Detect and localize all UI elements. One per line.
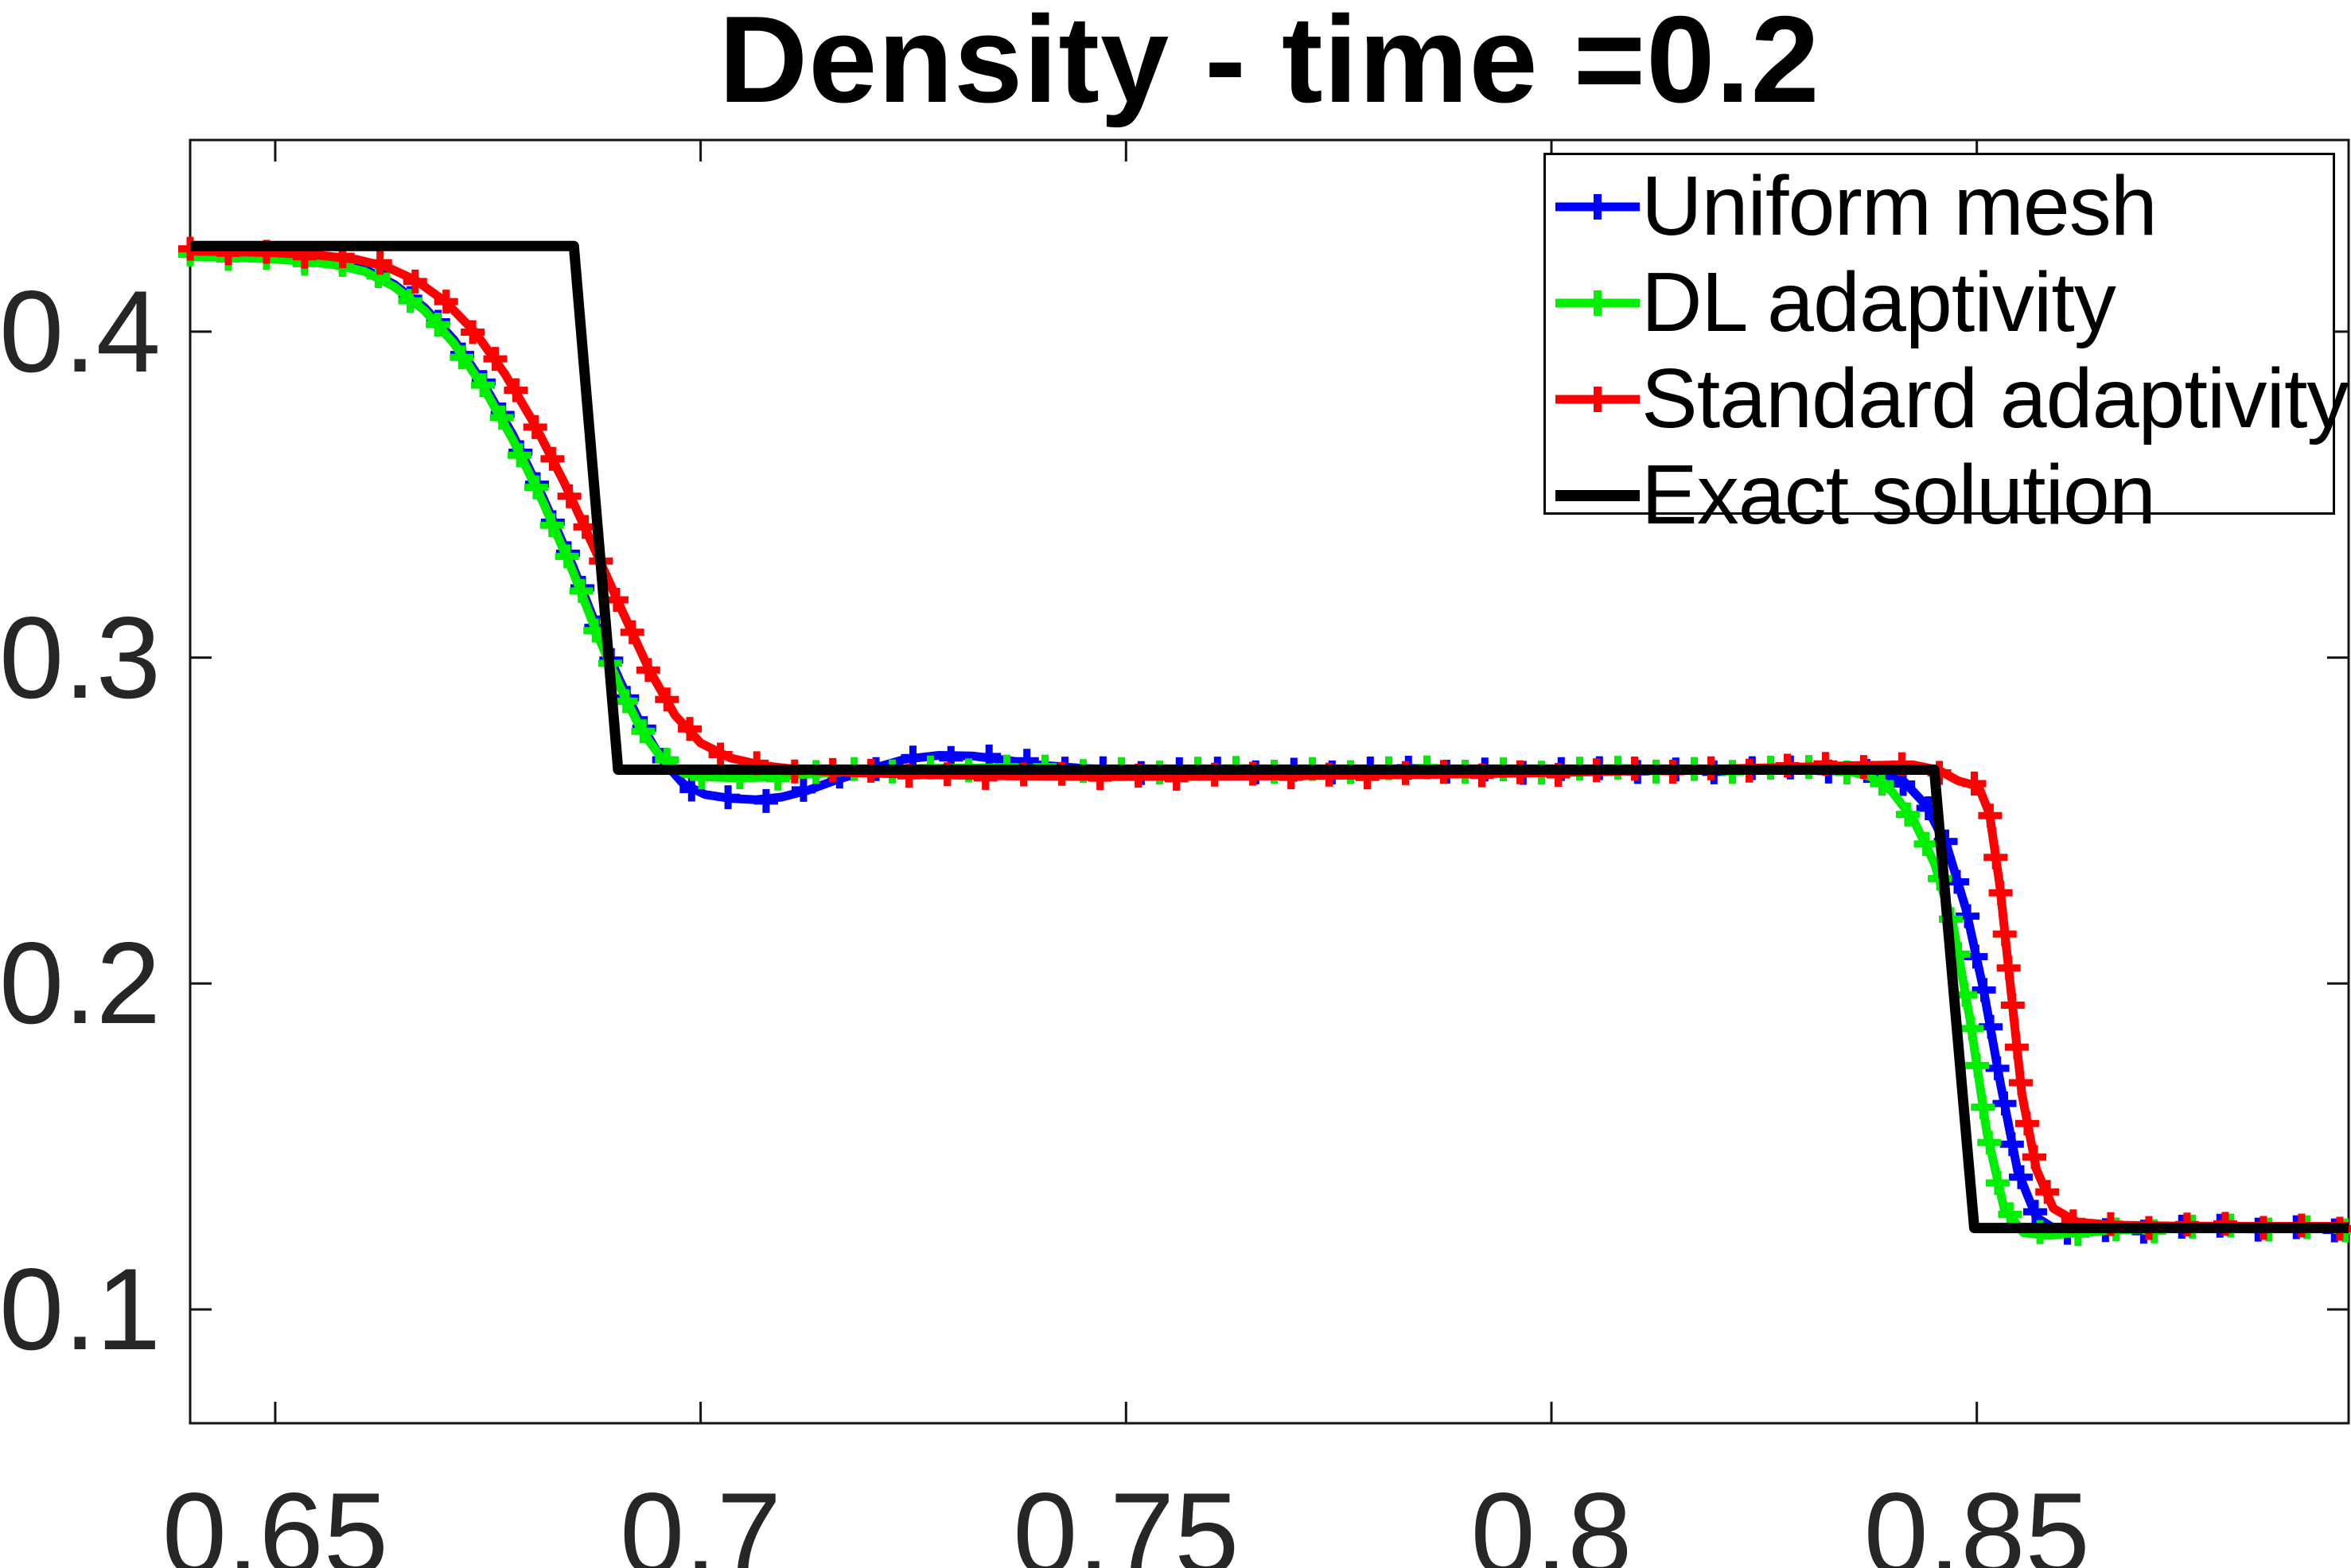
- plus-marker: [631, 719, 656, 744]
- plus-marker: [483, 347, 508, 372]
- plus-marker: [1913, 831, 1938, 856]
- plus-marker: [368, 251, 392, 275]
- plus-marker: [791, 777, 815, 802]
- plot-title: Density - time =0.2: [718, 0, 1820, 128]
- plus-marker: [1999, 1132, 2024, 1157]
- legend-item-dl-adaptivity: DL adaptivity: [1554, 255, 2333, 351]
- plus-marker: [1971, 1095, 1995, 1119]
- x-tick-label: 0.65: [162, 1469, 388, 1568]
- legend-label-dl-adaptivity: DL adaptivity: [1641, 255, 2116, 349]
- plus-marker: [555, 544, 579, 569]
- plus-marker: [2035, 1180, 2060, 1204]
- legend-label-standard-adaptivity: Standard adaptivity: [1641, 352, 2349, 445]
- plus-marker: [508, 443, 532, 468]
- plus-marker: [524, 475, 548, 500]
- plus-marker: [1985, 1171, 2010, 1195]
- legend-line-sample-exact-solution: [1555, 489, 1640, 501]
- legend-item-uniform-mesh: Uniform mesh: [1554, 158, 2333, 255]
- plus-marker: [2022, 1145, 2046, 1169]
- plus-marker: [1895, 802, 1920, 827]
- plus-marker: [434, 290, 458, 314]
- plus-marker: [1977, 1130, 2002, 1155]
- y-tick-label: 0.3: [0, 592, 161, 722]
- axes-border: [189, 138, 2350, 1425]
- plus-marker: [1998, 1202, 2022, 1227]
- x-tick-label: 0.85: [1863, 1469, 2090, 1568]
- plus-marker: [1996, 955, 2021, 980]
- series-line-exact-solution: [190, 240, 2349, 1234]
- legend-label-exact-solution: Exact solution: [1641, 448, 2156, 542]
- plus-marker: [1978, 803, 2003, 828]
- plus-marker: [2014, 1111, 2039, 1136]
- plus-marker: [1971, 978, 1996, 1002]
- y-tick-label: 0.2: [0, 918, 161, 1049]
- legend-plus-marker: [1585, 193, 1610, 220]
- legend-plus-marker: [1585, 386, 1610, 412]
- plus-marker: [1983, 845, 2008, 870]
- plus-marker: [1992, 922, 2017, 947]
- legend-label-uniform-mesh: Uniform mesh: [1641, 159, 2158, 253]
- plus-marker: [403, 269, 427, 294]
- plus-marker: [504, 378, 528, 403]
- plus-marker: [716, 785, 741, 810]
- plus-marker: [2008, 1071, 2033, 1095]
- plus-marker: [753, 788, 778, 813]
- legend-line-sample-standard-adaptivity: [1555, 386, 1640, 412]
- plus-marker: [1988, 881, 2013, 905]
- legend-item-standard-adaptivity: Standard adaptivity: [1554, 351, 2349, 447]
- plus-marker: [569, 578, 594, 603]
- plus-marker: [1992, 1091, 2017, 1116]
- x-tick-label: 0.75: [1013, 1469, 1240, 1568]
- y-tick-label: 0.1: [0, 1244, 161, 1374]
- plus-marker: [557, 484, 582, 508]
- legend-box: Uniform mesh DL adaptivity Standard adap…: [1543, 153, 2349, 542]
- plus-marker: [678, 717, 702, 741]
- plus-marker: [1962, 772, 1987, 796]
- plus-marker: [679, 777, 704, 802]
- plus-marker: [613, 689, 638, 714]
- plus-marker: [471, 373, 496, 398]
- legend-plus-marker: [1585, 290, 1610, 316]
- legend-item-exact-solution: Exact solution: [1554, 447, 2333, 543]
- plus-marker: [1985, 1056, 2010, 1080]
- plus-marker: [1960, 1016, 1984, 1041]
- plus-marker: [398, 289, 422, 313]
- x-tick-label: 0.8: [1470, 1469, 1633, 1568]
- plus-marker: [461, 320, 485, 344]
- plus-marker: [636, 658, 660, 683]
- plus-marker: [1870, 772, 1894, 796]
- plus-marker: [620, 620, 644, 644]
- plus-marker: [708, 742, 733, 767]
- plus-marker: [2000, 993, 2025, 1017]
- plus-marker: [540, 446, 565, 471]
- plus-marker: [489, 405, 514, 430]
- plus-marker: [2009, 1165, 2033, 1189]
- legend-line-sample-dl-adaptivity: [1555, 290, 1640, 316]
- plus-marker: [2004, 1035, 2029, 1060]
- x-tick-label: 0.7: [620, 1469, 782, 1568]
- plus-marker: [426, 313, 450, 337]
- plus-marker: [1965, 1053, 1990, 1078]
- plus-marker: [450, 345, 474, 370]
- legend-line-sample-uniform-mesh: [1555, 193, 1640, 220]
- y-tick-label: 0.4: [0, 266, 161, 396]
- plus-marker: [523, 414, 547, 439]
- plus-marker: [2023, 1200, 2047, 1224]
- plus-marker: [655, 687, 679, 712]
- plus-marker: [539, 513, 564, 538]
